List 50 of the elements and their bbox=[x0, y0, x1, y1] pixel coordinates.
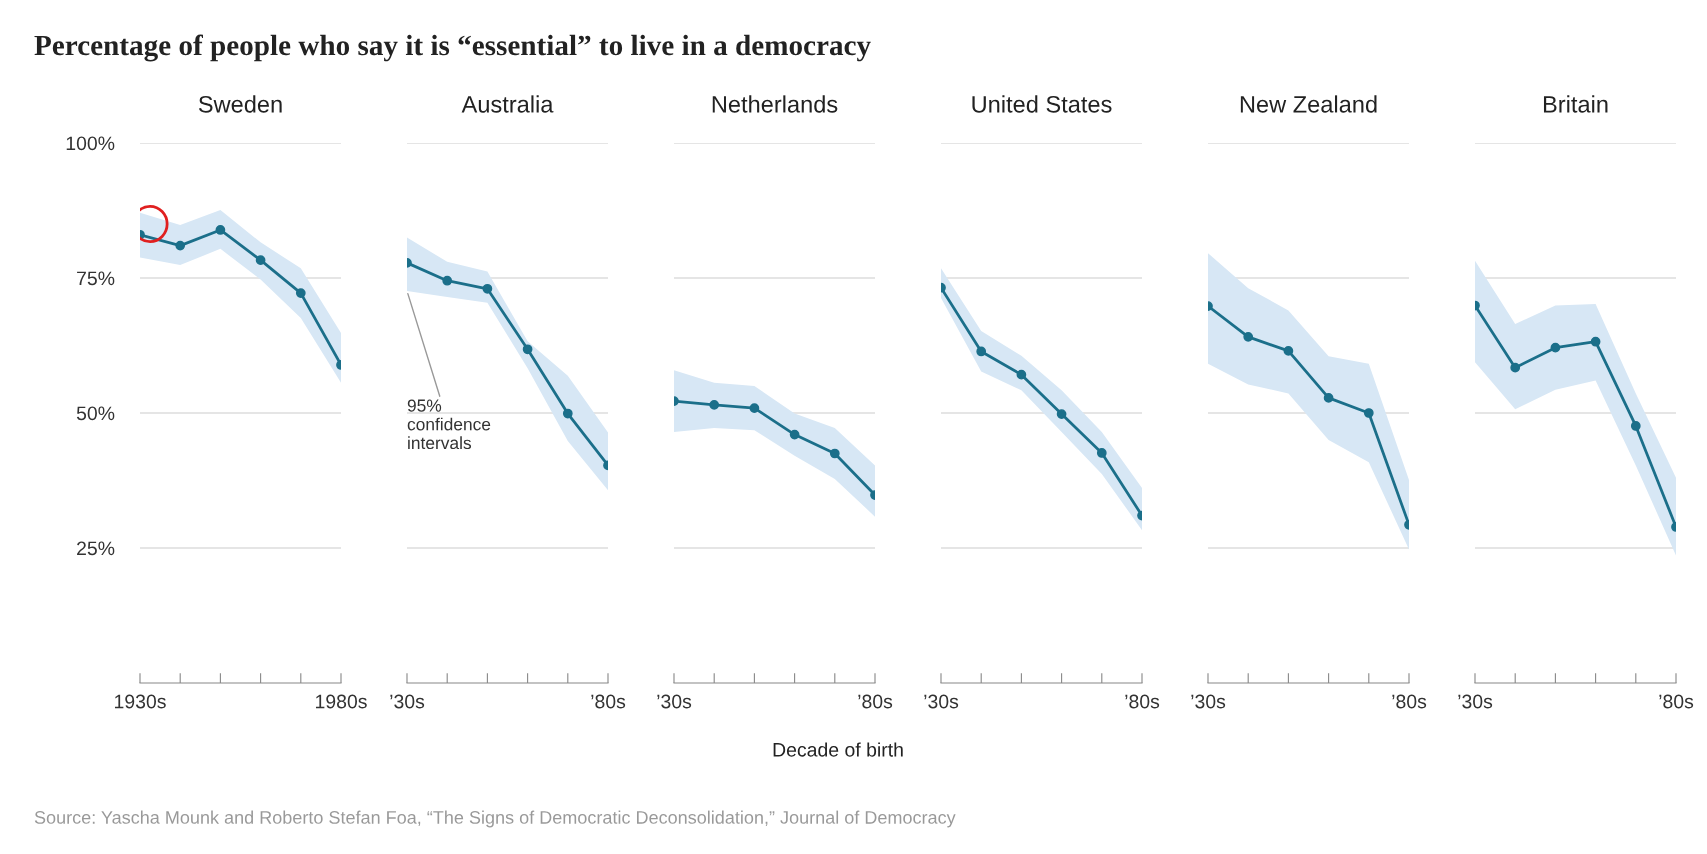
x-axis-title: Decade of birth bbox=[773, 742, 903, 757]
chart-title: Britain bbox=[1543, 95, 1608, 113]
point bbox=[1283, 346, 1294, 356]
chart-title: United States bbox=[972, 95, 1112, 113]
point bbox=[255, 255, 266, 266]
point bbox=[789, 429, 800, 440]
point bbox=[1363, 408, 1374, 418]
source-note: Source: Yascha Mounk and Roberto Stefan Foa, “The Signs of Democratic Deconsolidation,” Journal of Democracy bbox=[34, 810, 956, 828]
y-tick-label: 75% bbox=[77, 271, 115, 286]
y-tick-label: 100% bbox=[66, 136, 115, 151]
x-tick-label: ’30s bbox=[1458, 694, 1493, 709]
x-tick-label: ’80s bbox=[1659, 694, 1694, 709]
x-tick-label: ’30s bbox=[924, 694, 959, 709]
point bbox=[562, 408, 573, 419]
point bbox=[442, 275, 453, 286]
x-tick-label: ’80s bbox=[1125, 694, 1160, 709]
point bbox=[1096, 448, 1107, 458]
y-tick-label: 50% bbox=[76, 406, 115, 421]
x-tick-label: ’80s bbox=[591, 694, 626, 709]
point bbox=[295, 288, 306, 298]
point bbox=[1550, 342, 1561, 353]
point bbox=[976, 346, 987, 357]
x-tick-label: ’80s bbox=[858, 694, 893, 709]
point bbox=[749, 403, 760, 414]
chart-title: New Zealand bbox=[1240, 95, 1377, 113]
point bbox=[522, 344, 533, 355]
x-tick-label: 1930s bbox=[115, 694, 166, 709]
x-tick-label: ’30s bbox=[1191, 694, 1226, 709]
point bbox=[1510, 362, 1521, 373]
point bbox=[829, 448, 840, 459]
point bbox=[1630, 421, 1641, 431]
chart-title: Australia bbox=[461, 95, 554, 113]
x-tick-label: ’30s bbox=[390, 694, 425, 709]
x-tick-label: ’30s bbox=[657, 694, 692, 709]
x-tick-label: 1980s bbox=[316, 694, 367, 709]
point bbox=[1056, 409, 1067, 419]
point bbox=[482, 283, 493, 294]
point bbox=[1590, 336, 1601, 347]
point bbox=[1323, 393, 1334, 403]
y-tick-label: 25% bbox=[77, 541, 115, 556]
point bbox=[175, 240, 186, 251]
chart-title: Netherlands bbox=[712, 95, 838, 113]
chart-title: Sweden bbox=[198, 95, 282, 113]
x-tick-label: ’80s bbox=[1392, 694, 1427, 709]
point bbox=[1243, 331, 1254, 342]
text: Percentage of people who say it is “essential” to live in a democracy bbox=[34, 34, 871, 62]
point bbox=[1016, 369, 1027, 380]
annotation: 95% confidence intervals bbox=[407, 399, 491, 450]
point bbox=[215, 225, 226, 235]
point bbox=[709, 400, 720, 410]
